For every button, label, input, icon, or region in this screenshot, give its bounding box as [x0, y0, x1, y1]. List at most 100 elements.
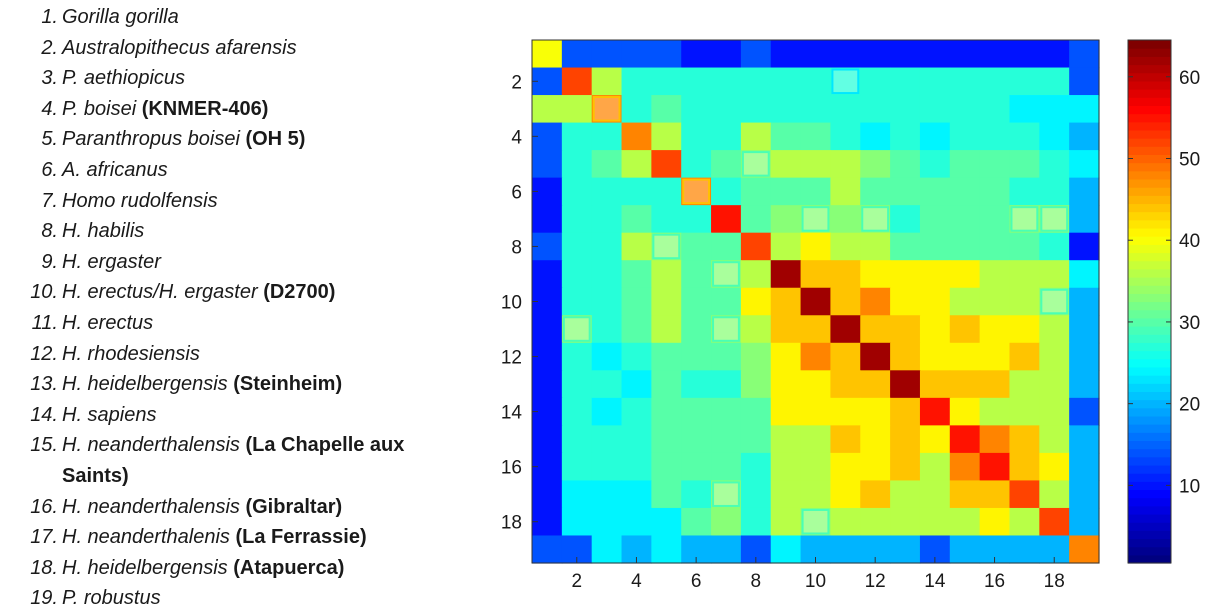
heatmap-cell — [532, 480, 563, 509]
heatmap-cell — [949, 95, 981, 124]
colorbar-swatch — [1128, 203, 1171, 213]
heatmap-cell — [561, 260, 593, 289]
y-tick-label: 18 — [501, 513, 522, 534]
heatmap-cell — [591, 452, 623, 482]
heatmap-cell — [830, 342, 861, 371]
heatmap-cell — [830, 260, 861, 289]
heatmap-cell — [830, 397, 861, 426]
heatmap-cell — [591, 150, 623, 179]
heatmap-cell — [651, 452, 682, 482]
heatmap-cell — [681, 122, 712, 151]
heatmap-cell — [621, 260, 652, 289]
legend-entry-species: H. habilis — [62, 220, 145, 243]
heatmap-cell — [681, 480, 712, 509]
heatmap-cell — [532, 315, 563, 344]
heatmap-cell — [621, 287, 652, 316]
heatmap-cell — [681, 260, 712, 289]
legend-entry-number: 1. — [41, 6, 58, 28]
heatmap-cell — [711, 397, 742, 426]
heatmap-cell — [800, 452, 832, 482]
colorbar-swatch — [1128, 293, 1171, 303]
colorbar-swatch — [1128, 399, 1171, 409]
heatmap-cell — [532, 95, 563, 124]
legend-entry-specimen: (Atapuerca) — [233, 556, 345, 579]
legend-entry-number: 12. — [30, 342, 58, 365]
y-axis: 2 4 6 8 10 12 14 16 18 — [501, 72, 538, 534]
heatmap-cell — [621, 40, 652, 69]
heatmap-cell — [979, 287, 1011, 316]
heatmap-cell — [919, 232, 951, 261]
legend-entry-species: Paranthropus boisei — [62, 128, 240, 151]
heatmap-cell — [591, 342, 623, 371]
heatmap-cell — [621, 452, 652, 482]
heatmap-cell — [1069, 40, 1100, 69]
colorbar-swatch — [1128, 162, 1171, 172]
heatmap-cell — [711, 480, 742, 509]
colorbar-swatch — [1128, 456, 1171, 466]
heatmap-cell — [1039, 507, 1070, 537]
heatmap-cell — [1069, 315, 1100, 344]
heatmap-highlight-cell — [1040, 206, 1069, 232]
colorbar-swatch — [1128, 538, 1171, 548]
colorbar-swatch — [1128, 178, 1171, 188]
heatmap-cell — [651, 287, 682, 316]
heatmap-cell — [1069, 507, 1100, 537]
heatmap-cell — [890, 397, 921, 426]
colorbar-swatch — [1128, 301, 1171, 311]
legend-entry-species: H. erectus/H. ergaster — [62, 281, 258, 304]
heatmap-cell — [681, 452, 712, 482]
heatmap-cell — [532, 535, 563, 564]
heatmap-cell — [740, 397, 772, 426]
colorbar-swatch — [1128, 146, 1171, 155]
heatmap-cell — [1039, 67, 1070, 96]
legend-entry-number: 6. — [41, 158, 58, 181]
legend-entry-number: 5. — [41, 128, 58, 151]
heatmap-cell — [561, 315, 593, 344]
heatmap-cell — [651, 342, 682, 371]
heatmap-cell — [1039, 425, 1070, 454]
legend-entry-species: H. heidelbergensis — [62, 373, 228, 396]
heatmap-cell — [890, 315, 921, 344]
heatmap-cell — [860, 370, 891, 399]
heatmap-cell — [651, 480, 682, 509]
heatmap-cell — [561, 205, 593, 234]
heatmap-cell — [800, 287, 832, 316]
heatmap-cell — [621, 342, 652, 371]
heatmap-cell — [830, 232, 861, 261]
legend-entry-species: Gorilla gorilla — [62, 6, 179, 28]
heatmap-cell — [561, 67, 593, 96]
heatmap-cell — [770, 150, 802, 179]
legend-entry: 7. Homo rudolfensis — [6, 186, 506, 217]
colorbar-swatch — [1128, 227, 1171, 237]
heatmap-cell — [770, 67, 802, 96]
heatmap-cells — [532, 40, 1100, 564]
heatmap-cell — [651, 315, 682, 344]
heatmap-cell — [1009, 40, 1040, 69]
colorbar-swatch — [1128, 268, 1171, 278]
heatmap-cell — [890, 507, 921, 537]
colorbar-swatch — [1128, 554, 1171, 564]
heatmap-cell — [949, 535, 981, 564]
heatmap-cell — [561, 177, 593, 206]
heatmap-cell — [949, 232, 981, 261]
heatmap-cell — [890, 150, 921, 179]
legend-entry-species: H. ergaster — [62, 250, 161, 273]
heatmap-cell — [591, 287, 623, 316]
heatmap-cell — [800, 315, 832, 344]
x-tick-label: 18 — [1044, 571, 1065, 592]
heatmap-cell — [860, 150, 891, 179]
heatmap-cell — [830, 315, 861, 344]
heatmap-cell — [770, 370, 802, 399]
legend-entry-number: 16. — [30, 495, 58, 518]
heatmap-cell — [979, 260, 1011, 289]
heatmap-cell — [561, 150, 593, 179]
colorbar-swatch — [1128, 72, 1171, 82]
colorbar-swatch — [1128, 342, 1171, 352]
heatmap-cell — [681, 370, 712, 399]
legend-entry: 15. H. neanderthalensis (La Chapelle aux S… — [6, 430, 506, 491]
heatmap-cell — [1039, 122, 1070, 151]
heatmap-cell — [770, 480, 802, 509]
heatmap-cell — [919, 150, 951, 179]
colorbar-tick-label: 50 — [1179, 149, 1200, 170]
heatmap-cell — [1039, 232, 1070, 261]
